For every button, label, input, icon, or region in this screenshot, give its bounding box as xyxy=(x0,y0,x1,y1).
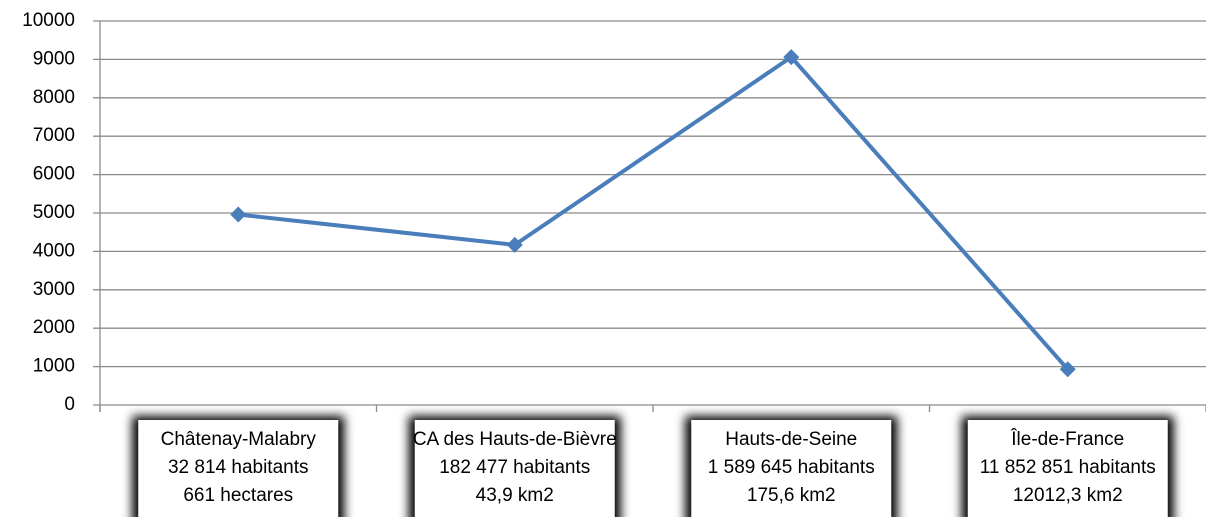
x-tick-label: CA des Hauts-de-Bièvre xyxy=(413,429,617,450)
x-tick-label: Île-de-France xyxy=(1010,428,1124,450)
y-tick-label: 5000 xyxy=(33,202,75,223)
label-box xyxy=(967,420,1168,517)
y-tick-label: 7000 xyxy=(33,125,75,146)
y-tick-label: 9000 xyxy=(33,48,75,69)
label-box xyxy=(414,420,615,517)
series-line xyxy=(238,55,1070,371)
marker xyxy=(1059,361,1076,378)
y-tick-label: 1000 xyxy=(33,356,75,377)
y-tick-label: 8000 xyxy=(33,87,75,108)
label-box xyxy=(138,420,339,517)
x-tick-label: 32 814 habitants xyxy=(168,457,309,478)
y-tick-label: 2000 xyxy=(33,317,75,338)
x-tick-label: 43,9 km2 xyxy=(476,485,554,506)
x-tick-label: 12012,3 km2 xyxy=(1013,485,1123,506)
y-tick-label: 10000 xyxy=(22,10,75,31)
marker xyxy=(506,236,523,253)
x-tick-label: 11 852 851 habitants xyxy=(980,457,1156,478)
marker xyxy=(230,206,247,223)
x-tick-label: 175,6 km2 xyxy=(747,485,836,506)
x-tick-label: 661 hectares xyxy=(183,485,293,506)
x-tick-label: 182 477 habitants xyxy=(439,457,590,478)
label-box xyxy=(691,420,892,517)
x-tick-label: Hauts-de-Seine xyxy=(725,429,857,450)
y-tick-label: 0 xyxy=(64,394,75,415)
x-tick-label: Châtenay-Malabry xyxy=(161,429,317,450)
marker xyxy=(783,49,800,66)
x-tick-label: 1 589 645 habitants xyxy=(708,457,875,478)
y-tick-label: 3000 xyxy=(33,279,75,300)
y-tick-label: 4000 xyxy=(33,240,75,261)
y-tick-label: 6000 xyxy=(33,164,75,185)
